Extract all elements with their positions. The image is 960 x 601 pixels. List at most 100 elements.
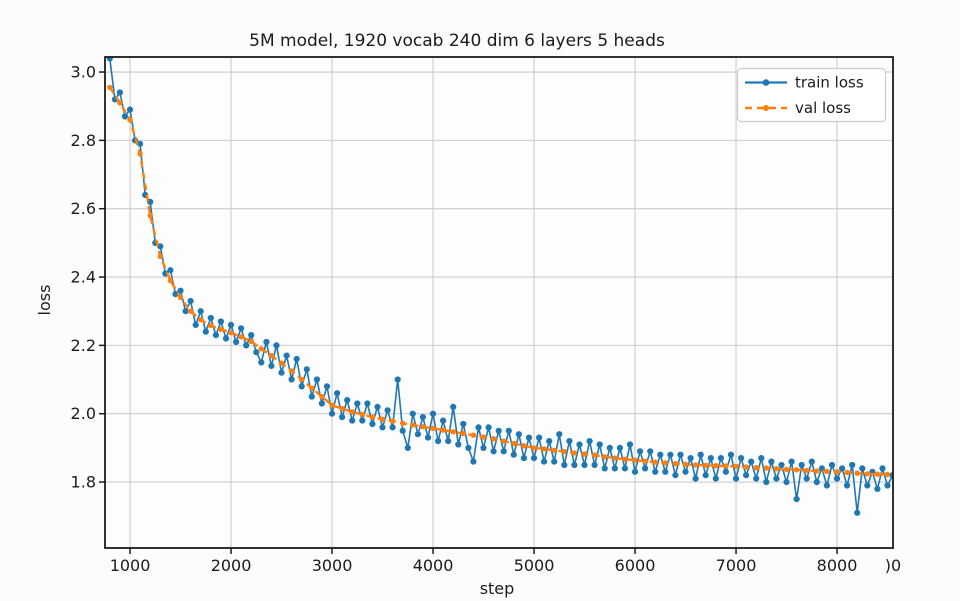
train-loss-point [743, 472, 750, 479]
train-loss-point [561, 461, 568, 469]
val-loss-point [359, 411, 365, 418]
train-loss-point [435, 438, 442, 445]
val-loss-point [773, 466, 780, 472]
train-loss-point [283, 352, 290, 359]
val-loss-point [591, 452, 598, 458]
train-loss-point [738, 455, 745, 462]
val-loss-point [763, 465, 769, 471]
train-loss-point [248, 332, 255, 339]
val-loss-point [834, 469, 840, 475]
train-loss-point [349, 417, 356, 424]
val-loss-point [723, 463, 729, 469]
train-loss-point [566, 438, 573, 445]
train-loss-point [409, 410, 416, 417]
legend-val-marker [763, 105, 769, 111]
y-tick-label-1.8: 1.8 [71, 473, 96, 492]
train-loss-point [515, 431, 523, 438]
train-loss-point [495, 427, 502, 434]
train-loss-point [576, 441, 583, 448]
train-loss-point [722, 468, 730, 475]
val-loss-point [561, 448, 567, 455]
train-loss-point [222, 335, 230, 342]
train-loss-point [455, 441, 462, 448]
y-tick-label-2.6: 2.6 [71, 199, 96, 218]
train-loss-point [727, 451, 735, 458]
train-loss-point [359, 417, 366, 424]
train-loss-point [621, 465, 629, 472]
train-loss-point [404, 444, 411, 451]
val-loss-point [501, 438, 507, 444]
x-tick-label-7000: 7000 [716, 556, 757, 575]
train-loss-point [586, 438, 593, 445]
val-loss-point [692, 462, 699, 468]
val-loss-point [682, 461, 689, 467]
train-loss-point [611, 465, 618, 472]
train-loss-point [687, 455, 694, 462]
val-loss-point [238, 334, 244, 340]
train-loss-point [177, 287, 184, 294]
train-loss-point [626, 441, 634, 448]
val-loss-point [420, 424, 426, 430]
val-loss-point [844, 469, 850, 476]
series-layer [106, 57, 893, 516]
val-loss-point [672, 460, 679, 467]
train-loss-point [884, 482, 891, 489]
val-loss-point [703, 462, 709, 468]
train-loss-point [732, 475, 740, 482]
val-loss-point [208, 322, 214, 329]
val-loss-point [258, 346, 264, 352]
x-tick-label-2000: 2000 [211, 556, 252, 575]
train-loss-point [854, 509, 861, 516]
train-loss-point [137, 140, 144, 147]
val-loss-point [147, 212, 153, 219]
x-tick-label-6000: 6000 [615, 556, 656, 575]
train-loss-point [197, 308, 204, 315]
val-loss-point [602, 454, 608, 460]
val-loss-point [571, 450, 578, 456]
train-loss-point [768, 458, 775, 465]
train-loss-point [581, 461, 588, 469]
train-loss-point [707, 455, 714, 462]
train-loss-point [530, 455, 538, 462]
train-loss-point [763, 479, 770, 486]
val-loss-point [379, 416, 386, 422]
train-loss-point [536, 434, 543, 441]
train-loss-point [354, 400, 361, 407]
y-tick-label-2.2: 2.2 [71, 336, 96, 355]
y-axis-label: loss [35, 285, 54, 316]
val-loss-point [309, 385, 315, 391]
train-loss-point [717, 455, 725, 462]
val-loss-point [662, 460, 668, 466]
train-loss-point [677, 451, 684, 458]
val-loss-point [612, 455, 618, 461]
val-loss-point [652, 459, 658, 465]
train-loss-point [465, 444, 472, 451]
train-loss-point [813, 479, 820, 486]
train-loss-point [460, 420, 467, 428]
train-loss-point [121, 113, 129, 120]
train-loss-point [631, 468, 639, 475]
val-loss-point [339, 405, 345, 412]
train-loss-point [303, 366, 310, 373]
train-loss-point [323, 383, 331, 390]
train-loss-point [334, 390, 341, 397]
train-loss-point [485, 424, 492, 431]
train-loss-point [490, 448, 497, 455]
y-tick-label-2.0: 2.0 [71, 404, 96, 423]
train-loss-point [258, 359, 265, 366]
x-tick-label-3000: 3000 [312, 556, 353, 575]
val-loss-point [400, 420, 406, 426]
train-loss-point [126, 106, 134, 113]
val-loss-point [410, 422, 416, 428]
val-loss-point [319, 393, 325, 400]
train-loss-point [298, 383, 305, 390]
train-loss-point [692, 475, 699, 482]
train-loss-point [657, 451, 664, 458]
val-loss-point [460, 430, 466, 437]
train-loss-point [697, 451, 704, 458]
val-loss-point [531, 445, 537, 451]
train-loss-point [606, 444, 613, 451]
train-loss-point [753, 475, 760, 482]
train-loss-point [748, 458, 755, 465]
